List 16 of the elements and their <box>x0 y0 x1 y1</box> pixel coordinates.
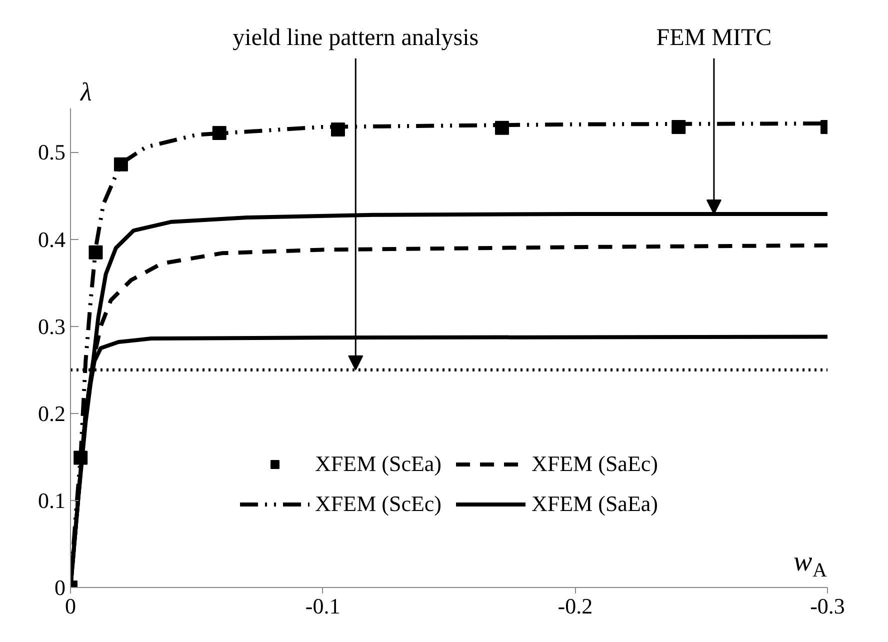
legend-label: XFEM (SaEc) <box>532 451 658 477</box>
y-tick-label: 0.4 <box>38 226 66 252</box>
annotation: yield line pattern analysis <box>232 25 479 52</box>
y-tick-label: 0.3 <box>38 314 66 339</box>
y-tick-label: 0.1 <box>38 488 66 513</box>
legend-label: XFEM (ScEa) <box>315 451 442 477</box>
legend-label: XFEM (SaEa) <box>532 491 658 517</box>
y-tick-label: 0 <box>54 575 66 600</box>
x-tick-label: -0.1 <box>305 594 340 618</box>
y-axis-title: λ <box>80 78 92 107</box>
legend-label: XFEM (ScEc) <box>315 491 442 517</box>
y-tick-label: 0.5 <box>38 140 66 165</box>
y-tick-label: 0.2 <box>38 400 66 426</box>
x-tick-label: -0.2 <box>558 594 593 618</box>
annotation: FEM MITC <box>656 25 772 52</box>
x-tick-label: -0.3 <box>810 594 845 618</box>
